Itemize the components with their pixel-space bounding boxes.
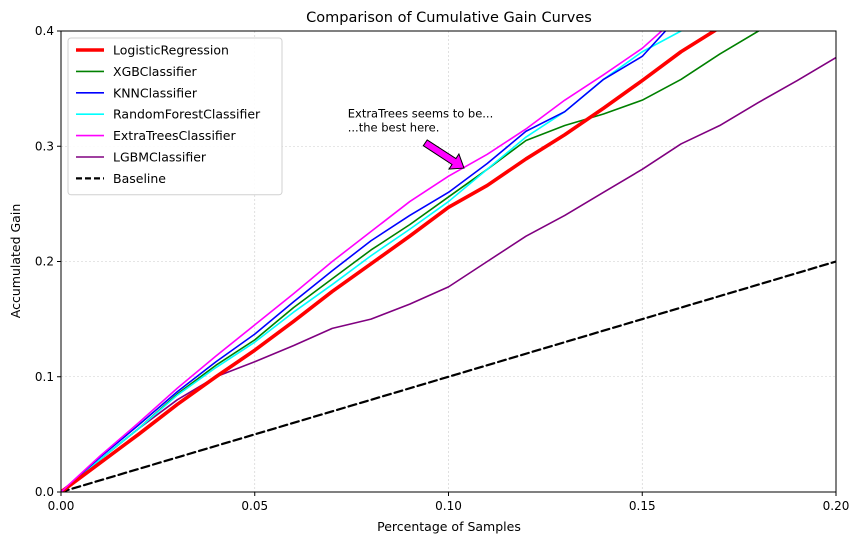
annotation-text: ...the best here. <box>348 121 440 135</box>
y-tick-label: 0.2 <box>35 255 54 269</box>
chart-title: Comparison of Cumulative Gain Curves <box>306 10 592 26</box>
y-tick-label: 0.4 <box>35 24 54 38</box>
x-tick-label: 0.05 <box>241 499 268 513</box>
legend: LogisticRegression XGBClassifier KNNClassi… <box>67 37 283 196</box>
legend-label: RandomForestClassifier <box>113 107 261 122</box>
legend-label: KNNClassifier <box>113 85 198 100</box>
axis-ticks: 0.00 0.05 0.10 0.15 0.20 0.0 0.1 0.2 0.3 0.4 <box>35 24 849 513</box>
series-line-extratreesclassifier <box>61 31 663 492</box>
series-line-baseline <box>61 260 836 492</box>
legend-label: LogisticRegression <box>113 43 229 58</box>
legend-label: XGBClassifier <box>113 64 198 79</box>
annotation: ExtraTrees seems to be......the best her… <box>348 107 494 170</box>
x-axis-label: Percentage of Samples <box>377 519 521 534</box>
annotation-text: ExtraTrees seems to be... <box>348 107 494 121</box>
series-line-lgbmclassifier <box>61 56 836 492</box>
annotation-arrow-icon <box>422 139 465 170</box>
x-tick-label: 0.10 <box>435 499 462 513</box>
x-tick-label: 0.00 <box>48 499 75 513</box>
y-tick-label: 0.3 <box>35 139 54 153</box>
series-line-logisticregression <box>61 31 718 492</box>
legend-box <box>67 37 283 196</box>
series-layer <box>61 31 836 492</box>
series-line-xgbclassifier <box>61 31 760 492</box>
y-tick-label: 0.1 <box>35 370 54 384</box>
y-tick-label: 0.0 <box>35 485 54 499</box>
legend-label: Baseline <box>113 171 166 186</box>
legend-label: ExtraTreesClassifier <box>113 128 236 143</box>
series-line-knnclassifier <box>61 31 667 492</box>
y-axis-label: Accumulated Gain <box>8 204 23 318</box>
legend-label: LGBMClassifier <box>113 150 207 165</box>
x-tick-label: 0.20 <box>823 499 850 513</box>
x-tick-label: 0.15 <box>629 499 656 513</box>
